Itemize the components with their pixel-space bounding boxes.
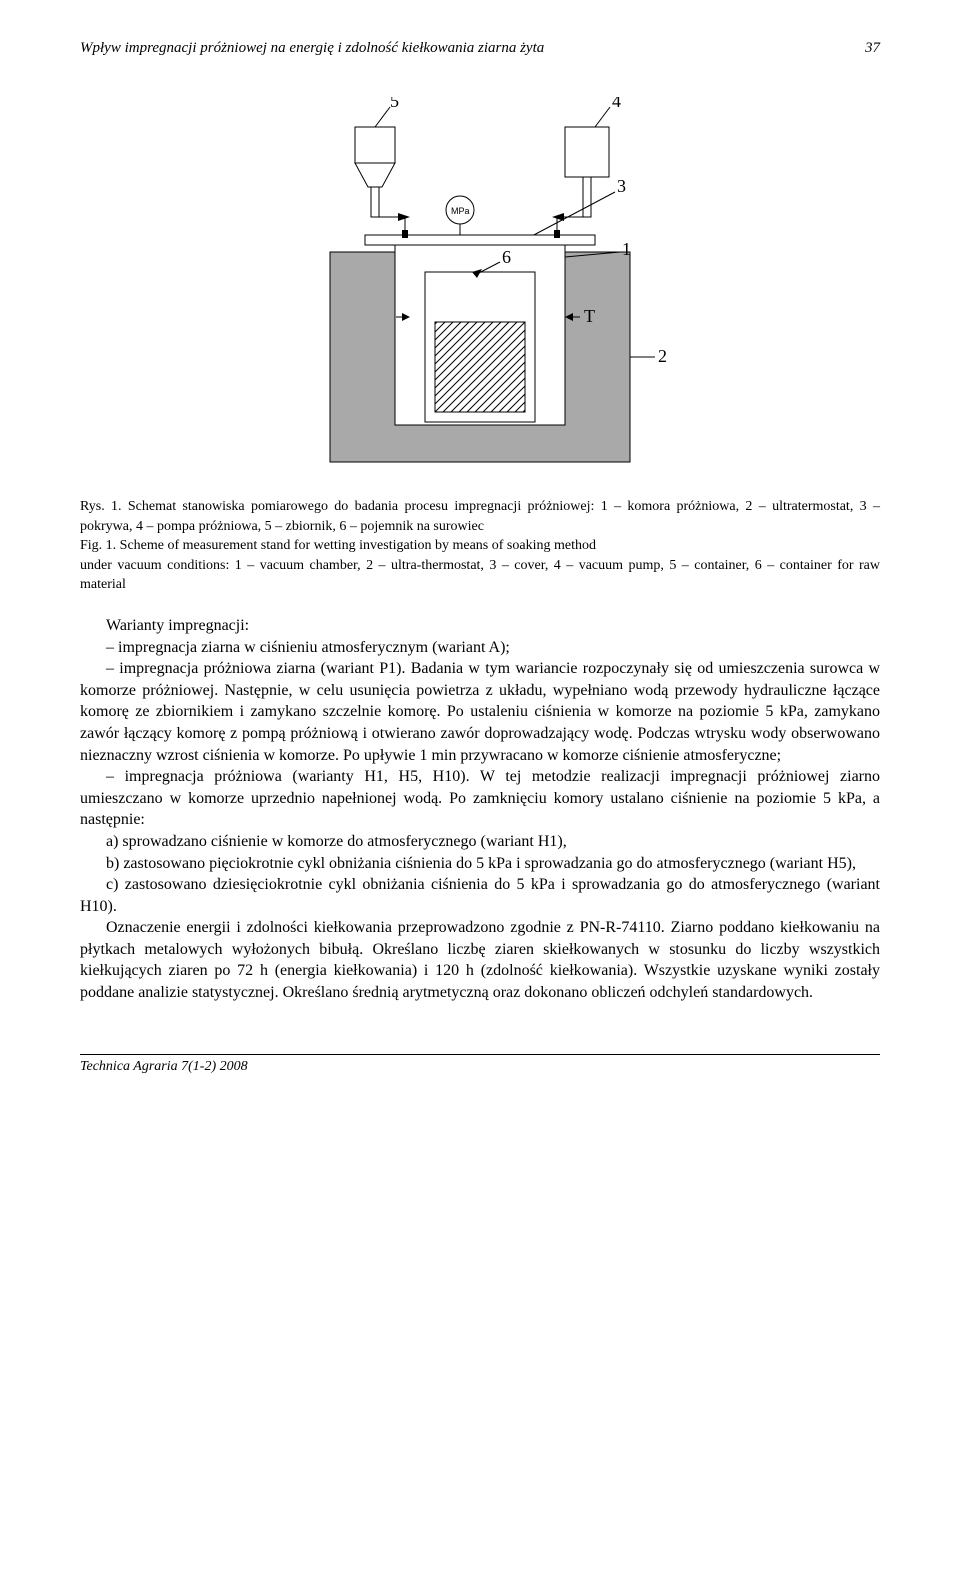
label-6: 6 — [502, 247, 511, 267]
caption-en-2: under vacuum conditions: 1 – vacuum cham… — [80, 556, 880, 595]
running-header: Wpływ impregnacji próżniowej na energię … — [80, 40, 880, 57]
label-1: 1 — [622, 239, 631, 259]
figure-caption: Rys. 1. Schemat stanowiska pomiarowego d… — [80, 497, 880, 595]
variant-hc: c) zastosowano dziesięciokrotnie cykl ob… — [80, 874, 880, 917]
variants-heading: Warianty impregnacji: — [80, 615, 880, 637]
variant-p1: – impregnacja próżniowa ziarna (wariant … — [80, 658, 880, 766]
body-text: Warianty impregnacji: – impregnacja ziar… — [80, 615, 880, 1004]
label-3: 3 — [617, 176, 626, 196]
variant-ha: a) sprowadzano ciśnienie w komorze do at… — [80, 831, 880, 853]
variant-hb: b) zastosowano pięciokrotnie cykl obniża… — [80, 853, 880, 875]
caption-pl: Rys. 1. Schemat stanowiska pomiarowego d… — [80, 497, 880, 536]
journal-footer: Technica Agraria 7(1-2) 2008 — [80, 1054, 880, 1075]
journal-name: Technica Agraria 7(1-2) 2008 — [80, 1059, 248, 1074]
running-title: Wpływ impregnacji próżniowej na energię … — [80, 40, 544, 57]
label-T: T — [584, 306, 595, 326]
label-2: 2 — [658, 346, 667, 366]
page-number: 37 — [865, 40, 880, 57]
caption-en-1: Fig. 1. Scheme of measurement stand for … — [80, 536, 880, 556]
variant-a: – impregnacja ziarna w ciśnieniu atmosfe… — [80, 637, 880, 659]
apparatus-diagram: 5 4 MPa 3 T — [270, 97, 690, 477]
gauge-label: MPa — [451, 206, 470, 216]
variant-h: – impregnacja próżniowa (warianty H1, H5… — [80, 766, 880, 831]
label-4: 4 — [612, 97, 621, 111]
label-5: 5 — [390, 97, 399, 111]
determination-paragraph: Oznaczenie energii i zdolności kiełkowan… — [80, 917, 880, 1003]
figure-1: 5 4 MPa 3 T — [80, 97, 880, 477]
